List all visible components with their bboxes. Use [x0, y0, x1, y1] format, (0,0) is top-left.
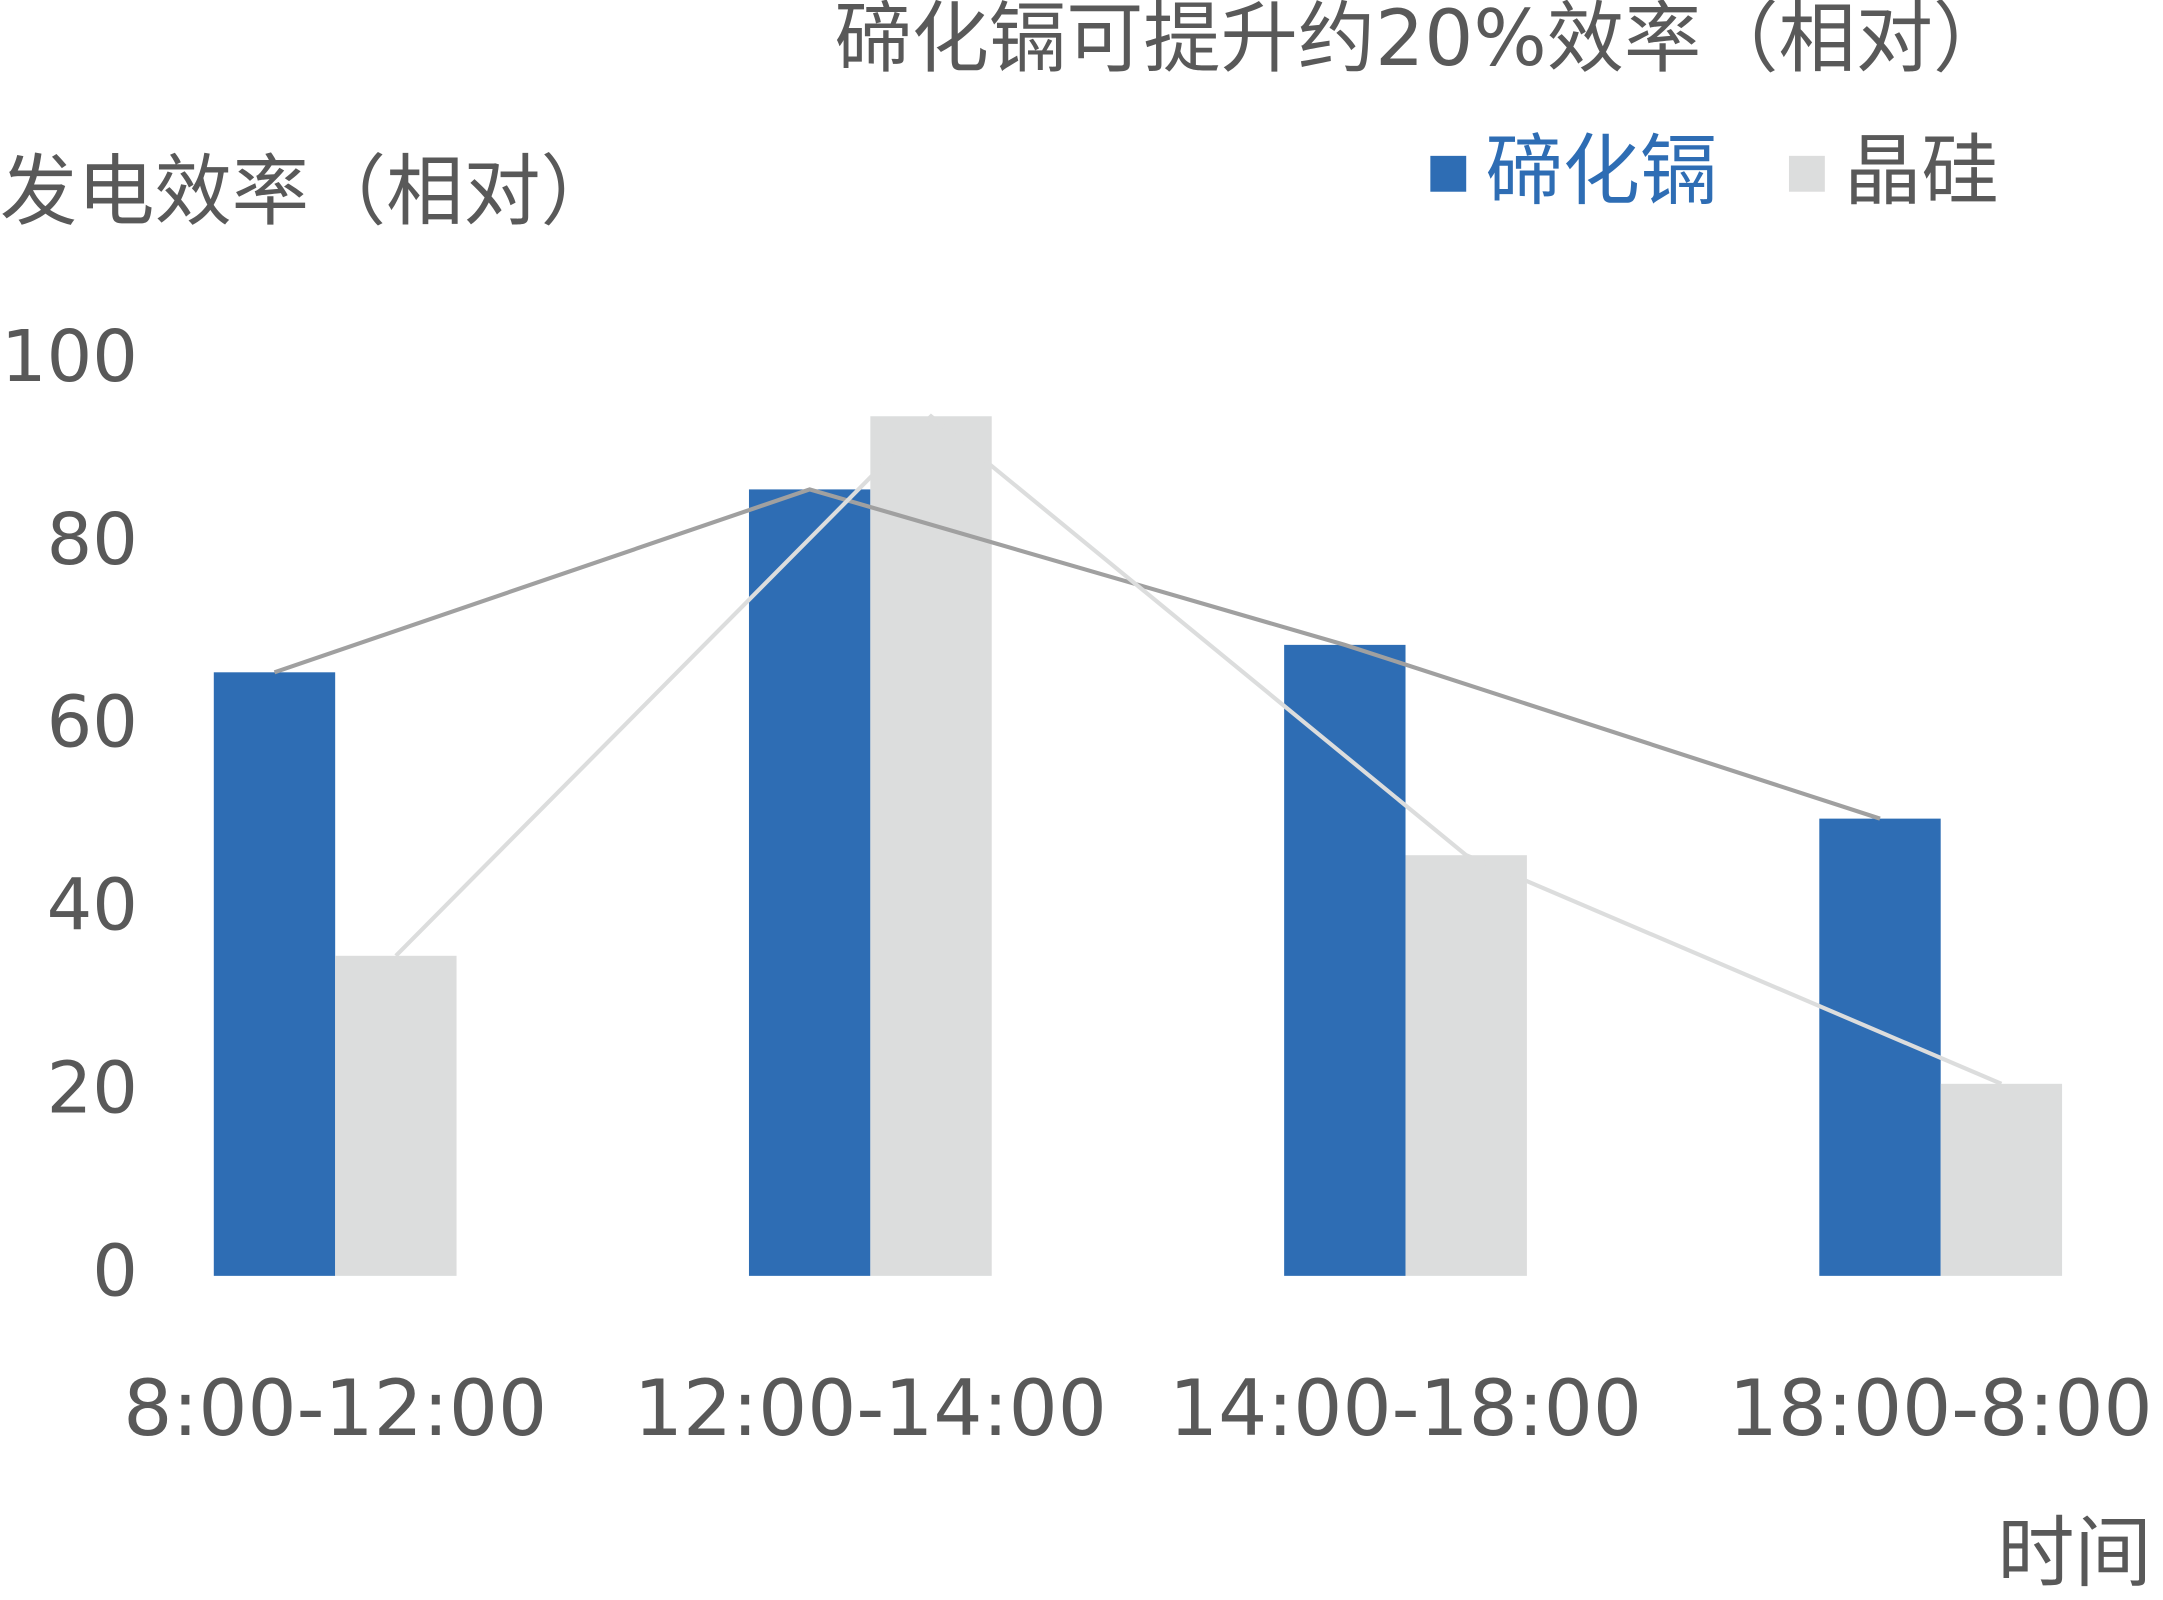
bar [1940, 1083, 2063, 1276]
chart-title: 碲化镉可提升约20%效率（相对） [834, 0, 2010, 84]
x-axis-label: 时间 [1997, 1509, 2151, 1599]
y-axis-label: 发电效率（相对） [0, 147, 618, 237]
y-tick-label: 0 [92, 1228, 138, 1312]
legend-label: 碲化镉 [1486, 127, 1718, 217]
x-tick-label: 12:00-14:00 [634, 1364, 1107, 1454]
trend-line [394, 413, 2003, 1086]
bar [1819, 818, 1941, 1276]
legend-swatch [1788, 155, 1825, 192]
bar [748, 489, 871, 1276]
y-tick-label: 80 [47, 497, 138, 581]
y-tick-label: 40 [47, 863, 138, 947]
bar [870, 416, 992, 1276]
bar [335, 955, 457, 1276]
legend-label: 晶硅 [1844, 127, 1998, 217]
legend-swatch [1430, 155, 1467, 192]
bar [213, 672, 336, 1276]
x-tick-label: 18:00-8:00 [1729, 1364, 2153, 1454]
y-tick-label: 100 [1, 314, 138, 398]
trend-line [273, 487, 1881, 821]
y-tick-label: 60 [47, 680, 138, 764]
bar [1405, 855, 1527, 1276]
bar [1284, 644, 1406, 1276]
x-tick-label: 8:00-12:00 [123, 1364, 547, 1454]
y-tick-label: 20 [47, 1045, 138, 1129]
x-tick-label: 14:00-18:00 [1169, 1364, 1642, 1454]
